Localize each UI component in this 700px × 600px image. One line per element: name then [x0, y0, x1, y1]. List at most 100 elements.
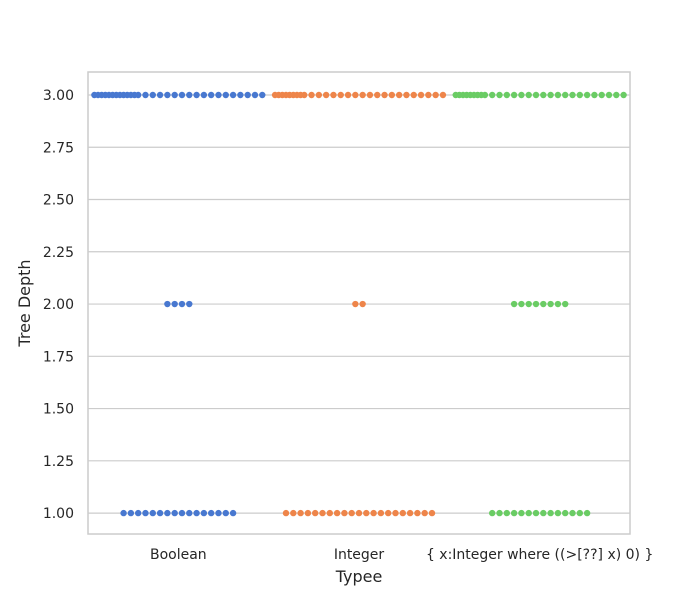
data-point	[156, 91, 164, 99]
data-point	[470, 91, 478, 99]
data-point	[562, 300, 569, 308]
data-point	[525, 509, 532, 517]
data-point	[540, 509, 547, 517]
x-tick-label: { x:Integer where ((>[??] x) 0) }	[426, 547, 653, 563]
data-point	[532, 91, 540, 99]
data-point	[392, 509, 399, 517]
data-point	[308, 91, 315, 99]
data-point	[178, 300, 186, 308]
data-point	[222, 91, 229, 99]
data-point	[178, 509, 186, 517]
data-point	[381, 91, 388, 99]
data-point	[229, 509, 237, 517]
data-point	[352, 91, 359, 99]
data-point	[569, 509, 576, 517]
data-point	[134, 509, 142, 517]
data-point	[540, 91, 547, 99]
data-point	[547, 509, 554, 517]
data-point	[562, 509, 569, 517]
data-point	[229, 91, 237, 99]
data-point	[341, 509, 348, 517]
data-point	[518, 91, 525, 99]
y-tick-label: 2.25	[43, 245, 74, 261]
data-point	[370, 509, 377, 517]
data-point	[583, 509, 591, 517]
data-point	[237, 91, 244, 99]
data-point	[186, 300, 193, 308]
data-point	[605, 91, 613, 99]
data-point	[164, 509, 171, 517]
y-tick-label: 3.00	[43, 88, 74, 104]
data-point	[518, 509, 525, 517]
data-point	[503, 509, 511, 517]
data-point	[164, 91, 171, 99]
data-point	[489, 509, 496, 517]
data-point	[540, 300, 547, 308]
data-point	[569, 91, 576, 99]
y-tick-labels: 1.00 1.25 1.50 1.75 2.00 2.25 2.50 2.75 3.00	[43, 88, 74, 522]
data-point	[222, 509, 229, 517]
data-points	[91, 91, 627, 517]
data-point	[562, 91, 569, 99]
data-point	[127, 509, 135, 517]
data-point	[554, 91, 562, 99]
data-point	[496, 509, 503, 517]
data-point	[109, 91, 116, 99]
data-point	[352, 300, 359, 308]
data-point	[583, 91, 591, 99]
data-point	[377, 509, 385, 517]
data-point	[193, 91, 200, 99]
data-point	[496, 91, 503, 99]
data-point	[290, 91, 297, 99]
data-point	[142, 509, 149, 517]
data-point	[171, 300, 178, 308]
data-point	[432, 91, 439, 99]
data-point	[207, 91, 215, 99]
data-point	[547, 91, 554, 99]
data-point	[518, 300, 525, 308]
data-point	[322, 91, 330, 99]
y-tick-label: 1.75	[43, 349, 74, 365]
data-point	[417, 91, 425, 99]
data-point	[120, 509, 127, 517]
data-point	[131, 91, 138, 99]
data-point	[333, 509, 341, 517]
data-point	[388, 91, 396, 99]
data-point	[406, 509, 414, 517]
data-point	[116, 91, 124, 99]
data-point	[414, 509, 421, 517]
data-point	[344, 91, 352, 99]
data-point	[385, 509, 392, 517]
data-point	[591, 91, 598, 99]
data-point	[374, 91, 381, 99]
x-axis-label: Typee	[335, 567, 383, 586]
data-point	[124, 91, 131, 99]
data-point	[200, 91, 208, 99]
data-point	[428, 509, 436, 517]
data-point	[297, 509, 304, 517]
data-point	[489, 91, 496, 99]
data-point	[363, 509, 370, 517]
data-point	[315, 91, 323, 99]
data-point	[576, 509, 584, 517]
data-point	[215, 509, 222, 517]
data-point	[439, 91, 447, 99]
x-tick-label: Integer	[334, 547, 385, 563]
data-point	[290, 509, 297, 517]
data-point	[319, 509, 326, 517]
data-point	[142, 91, 149, 99]
data-point	[348, 509, 355, 517]
data-point	[259, 91, 266, 99]
data-point	[620, 91, 627, 99]
data-point	[532, 300, 540, 308]
data-point	[359, 91, 366, 99]
data-point	[547, 300, 554, 308]
data-point	[207, 509, 215, 517]
y-tick-label: 2.75	[43, 140, 74, 156]
y-tick-label: 1.50	[43, 402, 74, 418]
data-point	[215, 91, 222, 99]
data-point	[395, 91, 403, 99]
data-point	[421, 509, 428, 517]
data-point	[156, 509, 164, 517]
